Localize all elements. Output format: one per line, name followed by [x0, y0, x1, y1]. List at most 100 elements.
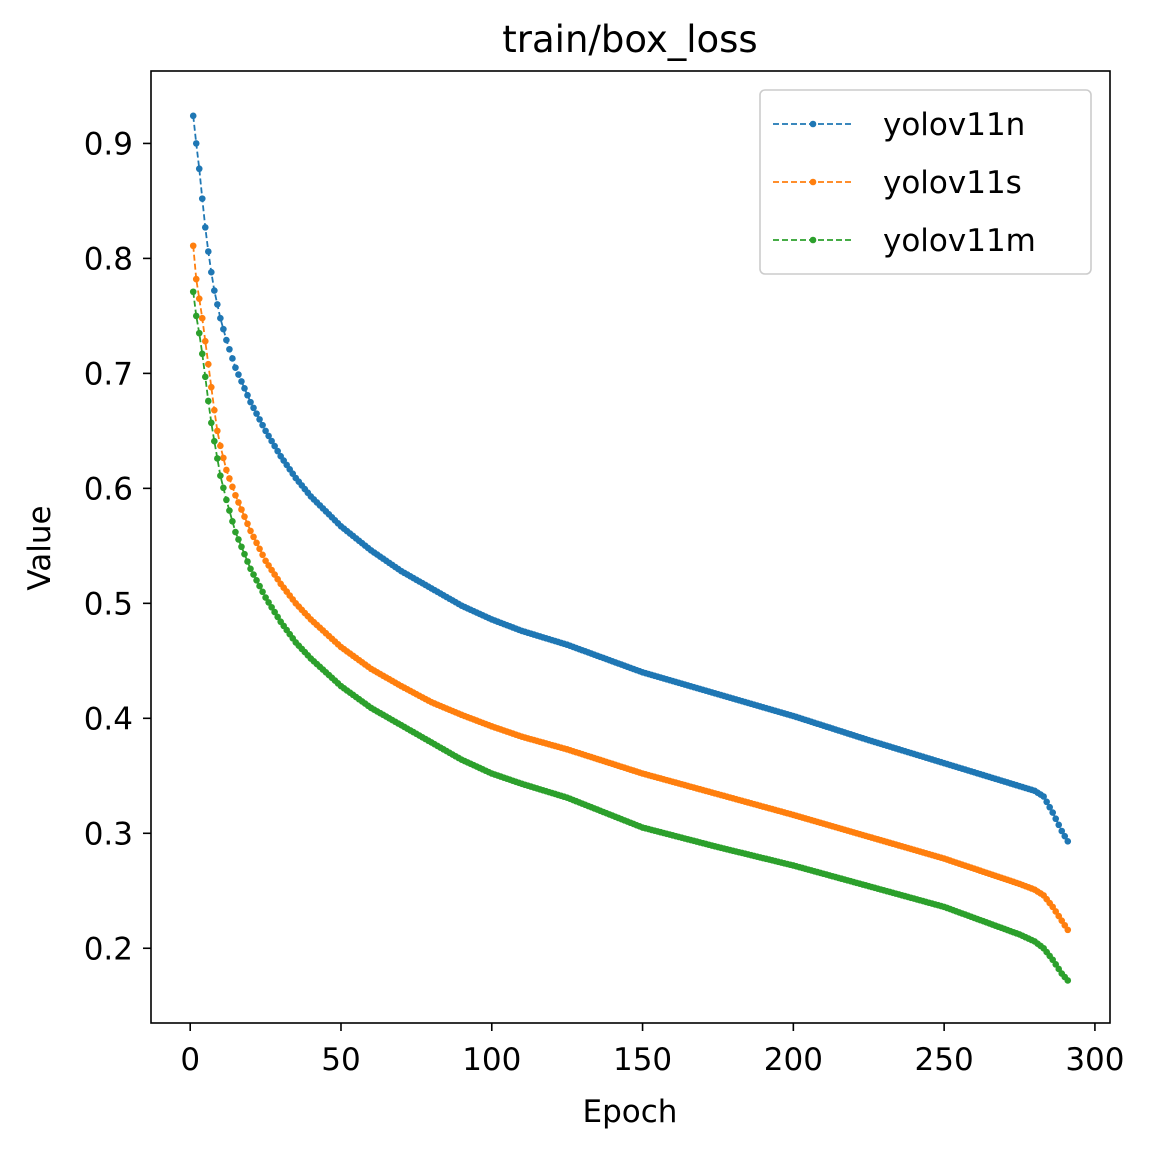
y-tick-label: 0.9 — [84, 126, 133, 162]
data-point — [198, 195, 206, 202]
data-point — [259, 588, 266, 596]
data-point — [1064, 977, 1072, 984]
data-point — [226, 475, 233, 482]
data-point — [220, 454, 227, 462]
data-point — [238, 506, 245, 513]
data-point — [256, 582, 263, 590]
data-point — [253, 410, 260, 417]
data-point — [265, 432, 272, 440]
data-point — [198, 314, 206, 322]
data-point — [241, 513, 248, 520]
legend-frame — [759, 89, 1092, 275]
data-point — [211, 406, 218, 414]
data-point — [208, 383, 215, 391]
data-point — [211, 437, 218, 445]
legend-label: yolov11n — [883, 107, 1025, 143]
data-point — [195, 329, 203, 337]
y-axis-title: Value — [22, 505, 58, 590]
data-point — [205, 397, 212, 405]
data-point — [192, 140, 200, 147]
data-point — [259, 551, 266, 559]
x-tick-label: 200 — [764, 1042, 823, 1078]
data-point — [1046, 803, 1053, 811]
x-tick-label: 0 — [180, 1042, 200, 1078]
data-point — [247, 398, 254, 406]
data-point — [238, 378, 245, 385]
series-layer — [189, 112, 1072, 984]
data-point — [198, 350, 206, 358]
data-point — [189, 242, 197, 250]
x-tick-label: 300 — [1065, 1042, 1124, 1078]
y-tick-label: 0.4 — [84, 701, 133, 737]
data-point — [271, 608, 278, 616]
data-point — [235, 499, 242, 506]
data-point — [211, 287, 218, 294]
legend-label: yolov11m — [883, 223, 1036, 259]
legend: yolov11n yolov11s yolov11m — [759, 89, 1092, 275]
legend-label: yolov11s — [883, 165, 1022, 201]
data-point — [214, 427, 221, 435]
data-point — [274, 447, 281, 455]
data-point — [250, 571, 257, 578]
y-tick-label: 0.3 — [84, 816, 133, 852]
data-point — [250, 404, 257, 412]
data-point — [244, 558, 251, 565]
data-point — [229, 355, 236, 362]
data-point — [241, 385, 248, 392]
data-point — [262, 594, 269, 601]
data-point — [223, 466, 230, 474]
data-point — [201, 224, 209, 231]
data-point — [1052, 815, 1060, 823]
data-point — [214, 455, 221, 462]
x-tick-label: 100 — [462, 1042, 521, 1078]
y-tick-label: 0.7 — [84, 356, 133, 392]
data-point — [1058, 827, 1066, 835]
data-point — [195, 295, 203, 302]
data-point — [217, 472, 224, 480]
data-point — [208, 419, 215, 427]
data-point — [229, 483, 236, 491]
data-point — [1043, 798, 1050, 806]
data-point — [253, 539, 260, 547]
data-point — [235, 371, 242, 378]
x-tick-label: 150 — [613, 1042, 672, 1078]
data-point — [195, 165, 203, 173]
data-point — [262, 427, 269, 435]
data-point — [205, 360, 212, 368]
data-point — [232, 364, 239, 371]
y-tick-label: 0.6 — [84, 471, 133, 507]
data-point — [247, 527, 254, 535]
data-point — [189, 112, 197, 120]
legend-marker — [809, 120, 817, 128]
data-point — [201, 373, 209, 381]
x-tick-label: 250 — [915, 1042, 974, 1078]
data-point — [1040, 793, 1047, 800]
series-yolov11m — [189, 288, 1072, 984]
data-point — [256, 545, 263, 553]
x-tick-label: 50 — [321, 1042, 360, 1078]
data-point — [220, 325, 227, 333]
data-point — [223, 496, 230, 504]
data-point — [256, 416, 263, 423]
data-point — [235, 536, 242, 543]
data-point — [244, 520, 251, 528]
data-point — [232, 491, 239, 499]
series-yolov11s — [189, 242, 1072, 934]
plot-area-frame — [150, 70, 1111, 1024]
data-point — [1064, 838, 1072, 845]
data-point — [205, 248, 212, 255]
y-tick-label: 0.2 — [84, 931, 133, 967]
y-tick-label: 0.8 — [84, 241, 133, 277]
data-point — [192, 275, 200, 283]
data-point — [253, 577, 260, 584]
data-point — [208, 268, 215, 276]
data-point — [238, 543, 245, 551]
data-point — [189, 288, 197, 296]
data-point — [244, 391, 251, 399]
data-point — [1055, 821, 1063, 829]
series-yolov11n — [189, 112, 1072, 845]
data-point — [1061, 832, 1069, 840]
data-point — [268, 603, 275, 611]
data-point — [214, 301, 221, 308]
data-point — [229, 518, 236, 525]
